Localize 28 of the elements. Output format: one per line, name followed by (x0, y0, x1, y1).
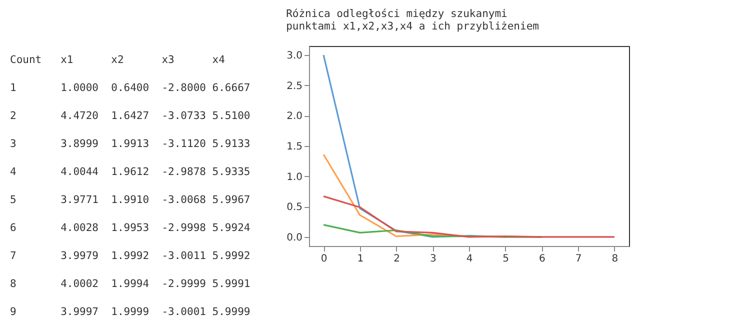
text: 4 4.0044 1.9612 -2.9878 5.9335 (10, 166, 250, 178)
x-tick-label: 8 (612, 254, 618, 264)
text: 6 4.0028 1.9953 -2.9998 5.9924 (10, 222, 250, 234)
y-tick-label: 0.5 (286, 202, 302, 214)
x-tick-label: 1 (357, 254, 364, 264)
text: 7 3.9979 1.9992 -3.0011 5.9992 (10, 250, 250, 262)
text: 2 4.4720 1.6427 -3.0733 5.5100 (10, 110, 250, 122)
x-tick-label: 5 (502, 254, 510, 264)
x-tick-label: 3 (430, 254, 436, 264)
text: Count x1 x2 x3 x4 (10, 54, 225, 66)
text: 8 4.0002 1.9994 -2.9999 5.9991 (10, 278, 250, 290)
text: 5 3.9771 1.9910 -3.0068 5.9967 (10, 194, 250, 206)
line-series (322, 196, 616, 238)
x-tick-label: 0 (320, 254, 328, 264)
x-tick-label: 2 (394, 254, 400, 264)
chart-title: Różnica odległości między szukanymi punktami x1,x2,x3,x4 a ich przybliżeniem (286, 8, 539, 32)
x-tick-label: 6 (539, 254, 546, 264)
x-tick-label: 7 (575, 254, 582, 264)
y-tick-label: 3.0 (286, 50, 302, 62)
text: 9 3.9997 1.9999 -3.0001 5.9999 (10, 306, 250, 318)
x-tick-label: 4 (466, 254, 473, 264)
text: 3 3.8999 1.9913 -3.1120 5.9133 (10, 138, 250, 150)
y-tick-label: 0.0 (286, 232, 302, 244)
y-tick-label: 1.5 (286, 142, 302, 152)
y-tick-label: 2.5 (286, 80, 302, 92)
y-tick-label: 2.0 (286, 111, 302, 122)
text: 1 1.0000 0.6400 -2.8000 6.6667 (10, 82, 250, 94)
y-tick-label: 1.0 (286, 172, 302, 183)
